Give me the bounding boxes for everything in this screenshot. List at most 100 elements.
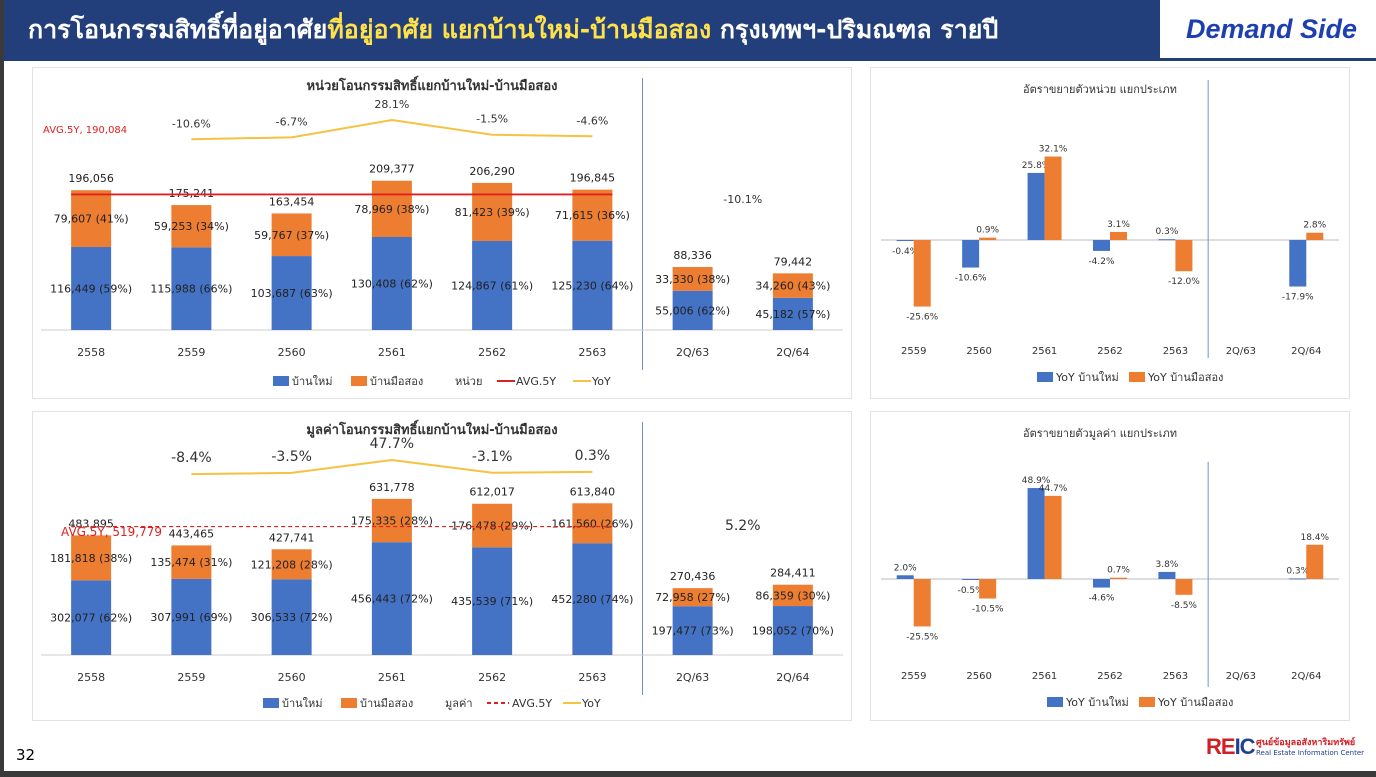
- legend-new-swatch: [263, 698, 279, 708]
- x-tick-label: 2559: [177, 346, 205, 359]
- header-divider: [4, 58, 1376, 61]
- growth-bar-new-2559: [896, 575, 914, 579]
- growth-label: 2.8%: [1303, 221, 1326, 231]
- x-tick-label: 2562: [478, 346, 506, 359]
- label-used: 34,260 (43%): [755, 280, 830, 293]
- label-total: 206,290: [469, 165, 515, 178]
- label-new: 45,182 (57%): [755, 308, 830, 321]
- growth-label: 0.9%: [976, 226, 999, 236]
- label-used: 81,423 (39%): [455, 206, 530, 219]
- label-new: 130,408 (62%): [351, 278, 433, 291]
- growth-label: 44.7%: [1039, 484, 1068, 494]
- x-tick-label: 2Q/64: [776, 346, 809, 359]
- legend-used: YoY บ้านมือสอง: [1147, 371, 1223, 384]
- bar-used-2560: [271, 213, 312, 257]
- growth-label: -17.9%: [1282, 293, 1314, 303]
- growth-label: 2.0%: [894, 563, 917, 573]
- legend-used: บ้านมือสอง: [360, 697, 413, 710]
- growth-label: -10.5%: [972, 605, 1004, 615]
- x-tick-label: 2561: [378, 346, 406, 359]
- label-total: 483,895: [68, 517, 114, 530]
- growth-bar-used-2562: [1110, 231, 1127, 240]
- x-tick-label: 2561: [1032, 346, 1057, 357]
- legend-unit: มูลค่า: [445, 697, 473, 710]
- legend-used-swatch: [1129, 372, 1145, 382]
- label-total: 196,845: [570, 172, 616, 185]
- x-tick-label: 2562: [478, 671, 506, 684]
- logo-english-text: Real Estate Information Center: [1256, 749, 1365, 757]
- label-used: 71,615 (36%): [555, 209, 630, 222]
- section-label: Demand Side: [1186, 14, 1358, 44]
- label-new: 198,052 (70%): [752, 625, 834, 638]
- label-new: 302,077 (62%): [50, 612, 132, 625]
- growth-label: 18.4%: [1300, 533, 1329, 543]
- value-stacked-chart-panel: มูลค่าโอนกรรมสิทธิ์แยกบ้านใหม่-บ้านมือสอ…: [32, 411, 852, 721]
- bar-new-2561: [371, 237, 412, 330]
- growth-label: -0.4%: [892, 247, 919, 257]
- label-total: 427,741: [269, 531, 315, 544]
- label-total: 443,465: [169, 527, 215, 540]
- growth-label: -12.0%: [1168, 277, 1200, 287]
- chart-svg: อัตราขยายตัวหน่วย แยกประเภท -0.4% -10.6% 25…: [881, 80, 1339, 384]
- label-used: 121,208 (28%): [251, 558, 333, 571]
- legend-new: YoY บ้านใหม่: [1065, 696, 1129, 709]
- bar-new-2558: [71, 580, 112, 655]
- label-total: 270,436: [670, 570, 716, 583]
- label-used: 86,359 (30%): [755, 589, 830, 602]
- growth-bar-used-2Q/64: [1306, 544, 1324, 579]
- label-total: 209,377: [369, 163, 415, 176]
- label-new: 115,988 (66%): [150, 283, 232, 296]
- growth-label: 0.3%: [1155, 227, 1178, 237]
- x-tick-label: 2561: [378, 671, 406, 684]
- chart-title: อัตราขยายตัวมูลค่า แยกประเภท: [1023, 427, 1177, 440]
- growth-label: -4.6%: [1088, 594, 1115, 604]
- bar-new-2562: [472, 547, 513, 655]
- growth-label: -0.5%: [958, 586, 985, 596]
- bar-used-2Q/64: [772, 273, 813, 298]
- label-used: 161,560 (26%): [551, 517, 633, 530]
- x-tick-label: 2Q/63: [676, 346, 709, 359]
- bar-used-2562: [472, 182, 513, 241]
- label-new: 103,687 (63%): [251, 287, 333, 300]
- x-tick-label: 2561: [1032, 671, 1057, 682]
- chart-title: หน่วยโอนกรรมสิทธิ์แยกบ้านใหม่-บ้านมือสอง: [307, 75, 558, 94]
- label-used: 33,330 (38%): [655, 273, 730, 286]
- x-tick-label: 2563: [1163, 671, 1188, 682]
- bar-used-2558: [71, 190, 112, 247]
- growth-bar-used-2559: [913, 579, 931, 627]
- x-tick-label: 2Q/63: [1226, 346, 1256, 357]
- label-new: 125,230 (64%): [551, 279, 633, 292]
- legend-used-swatch: [341, 698, 357, 708]
- bar-new-2Q/64: [772, 297, 813, 330]
- yoy-label: 47.7%: [370, 436, 414, 452]
- label-total: 284,411: [770, 567, 816, 580]
- units-stacked-chart-panel: หน่วยโอนกรรมสิทธิ์แยกบ้านใหม่-บ้านมือสอง…: [32, 67, 852, 399]
- yoy-label: -1.5%: [476, 113, 508, 126]
- growth-label: -25.5%: [906, 632, 938, 642]
- growth-bar-new-2560: [962, 579, 980, 580]
- x-tick-label: 2558: [77, 346, 105, 359]
- page-title: การโอนกรรมสิทธิ์ที่อยู่อาศัยที่อยู่อาศัย…: [28, 15, 999, 44]
- growth-bar-used-2561: [1044, 156, 1062, 240]
- growth-label: -25.6%: [906, 313, 938, 323]
- half-year-yoy-label: -10.1%: [723, 193, 762, 206]
- yoy-line: [191, 458, 593, 476]
- growth-bar-used-2Q/64: [1306, 232, 1324, 240]
- bar-new-2560: [271, 579, 312, 655]
- label-total: 196,056: [68, 172, 114, 185]
- label-total: 79,442: [774, 255, 813, 268]
- bar-new-2559: [171, 247, 212, 330]
- avg-label: AVG.5Y, 190,084: [43, 125, 127, 136]
- legend-used: YoY บ้านมือสอง: [1157, 696, 1233, 709]
- bar-used-2Q/63: [672, 588, 713, 607]
- growth-label: -10.6%: [955, 274, 987, 284]
- legend-used-swatch: [351, 376, 367, 386]
- bar-used-2561: [371, 180, 412, 238]
- label-new: 55,006 (62%): [655, 304, 730, 317]
- growth-label: 0.7%: [1107, 566, 1130, 576]
- label-total: 163,454: [269, 195, 315, 208]
- growth-bar-used-2560: [979, 237, 997, 240]
- legend-new: YoY บ้านใหม่: [1055, 371, 1119, 384]
- label-used: 78,969 (38%): [354, 203, 429, 216]
- x-tick-label: 2563: [578, 346, 606, 359]
